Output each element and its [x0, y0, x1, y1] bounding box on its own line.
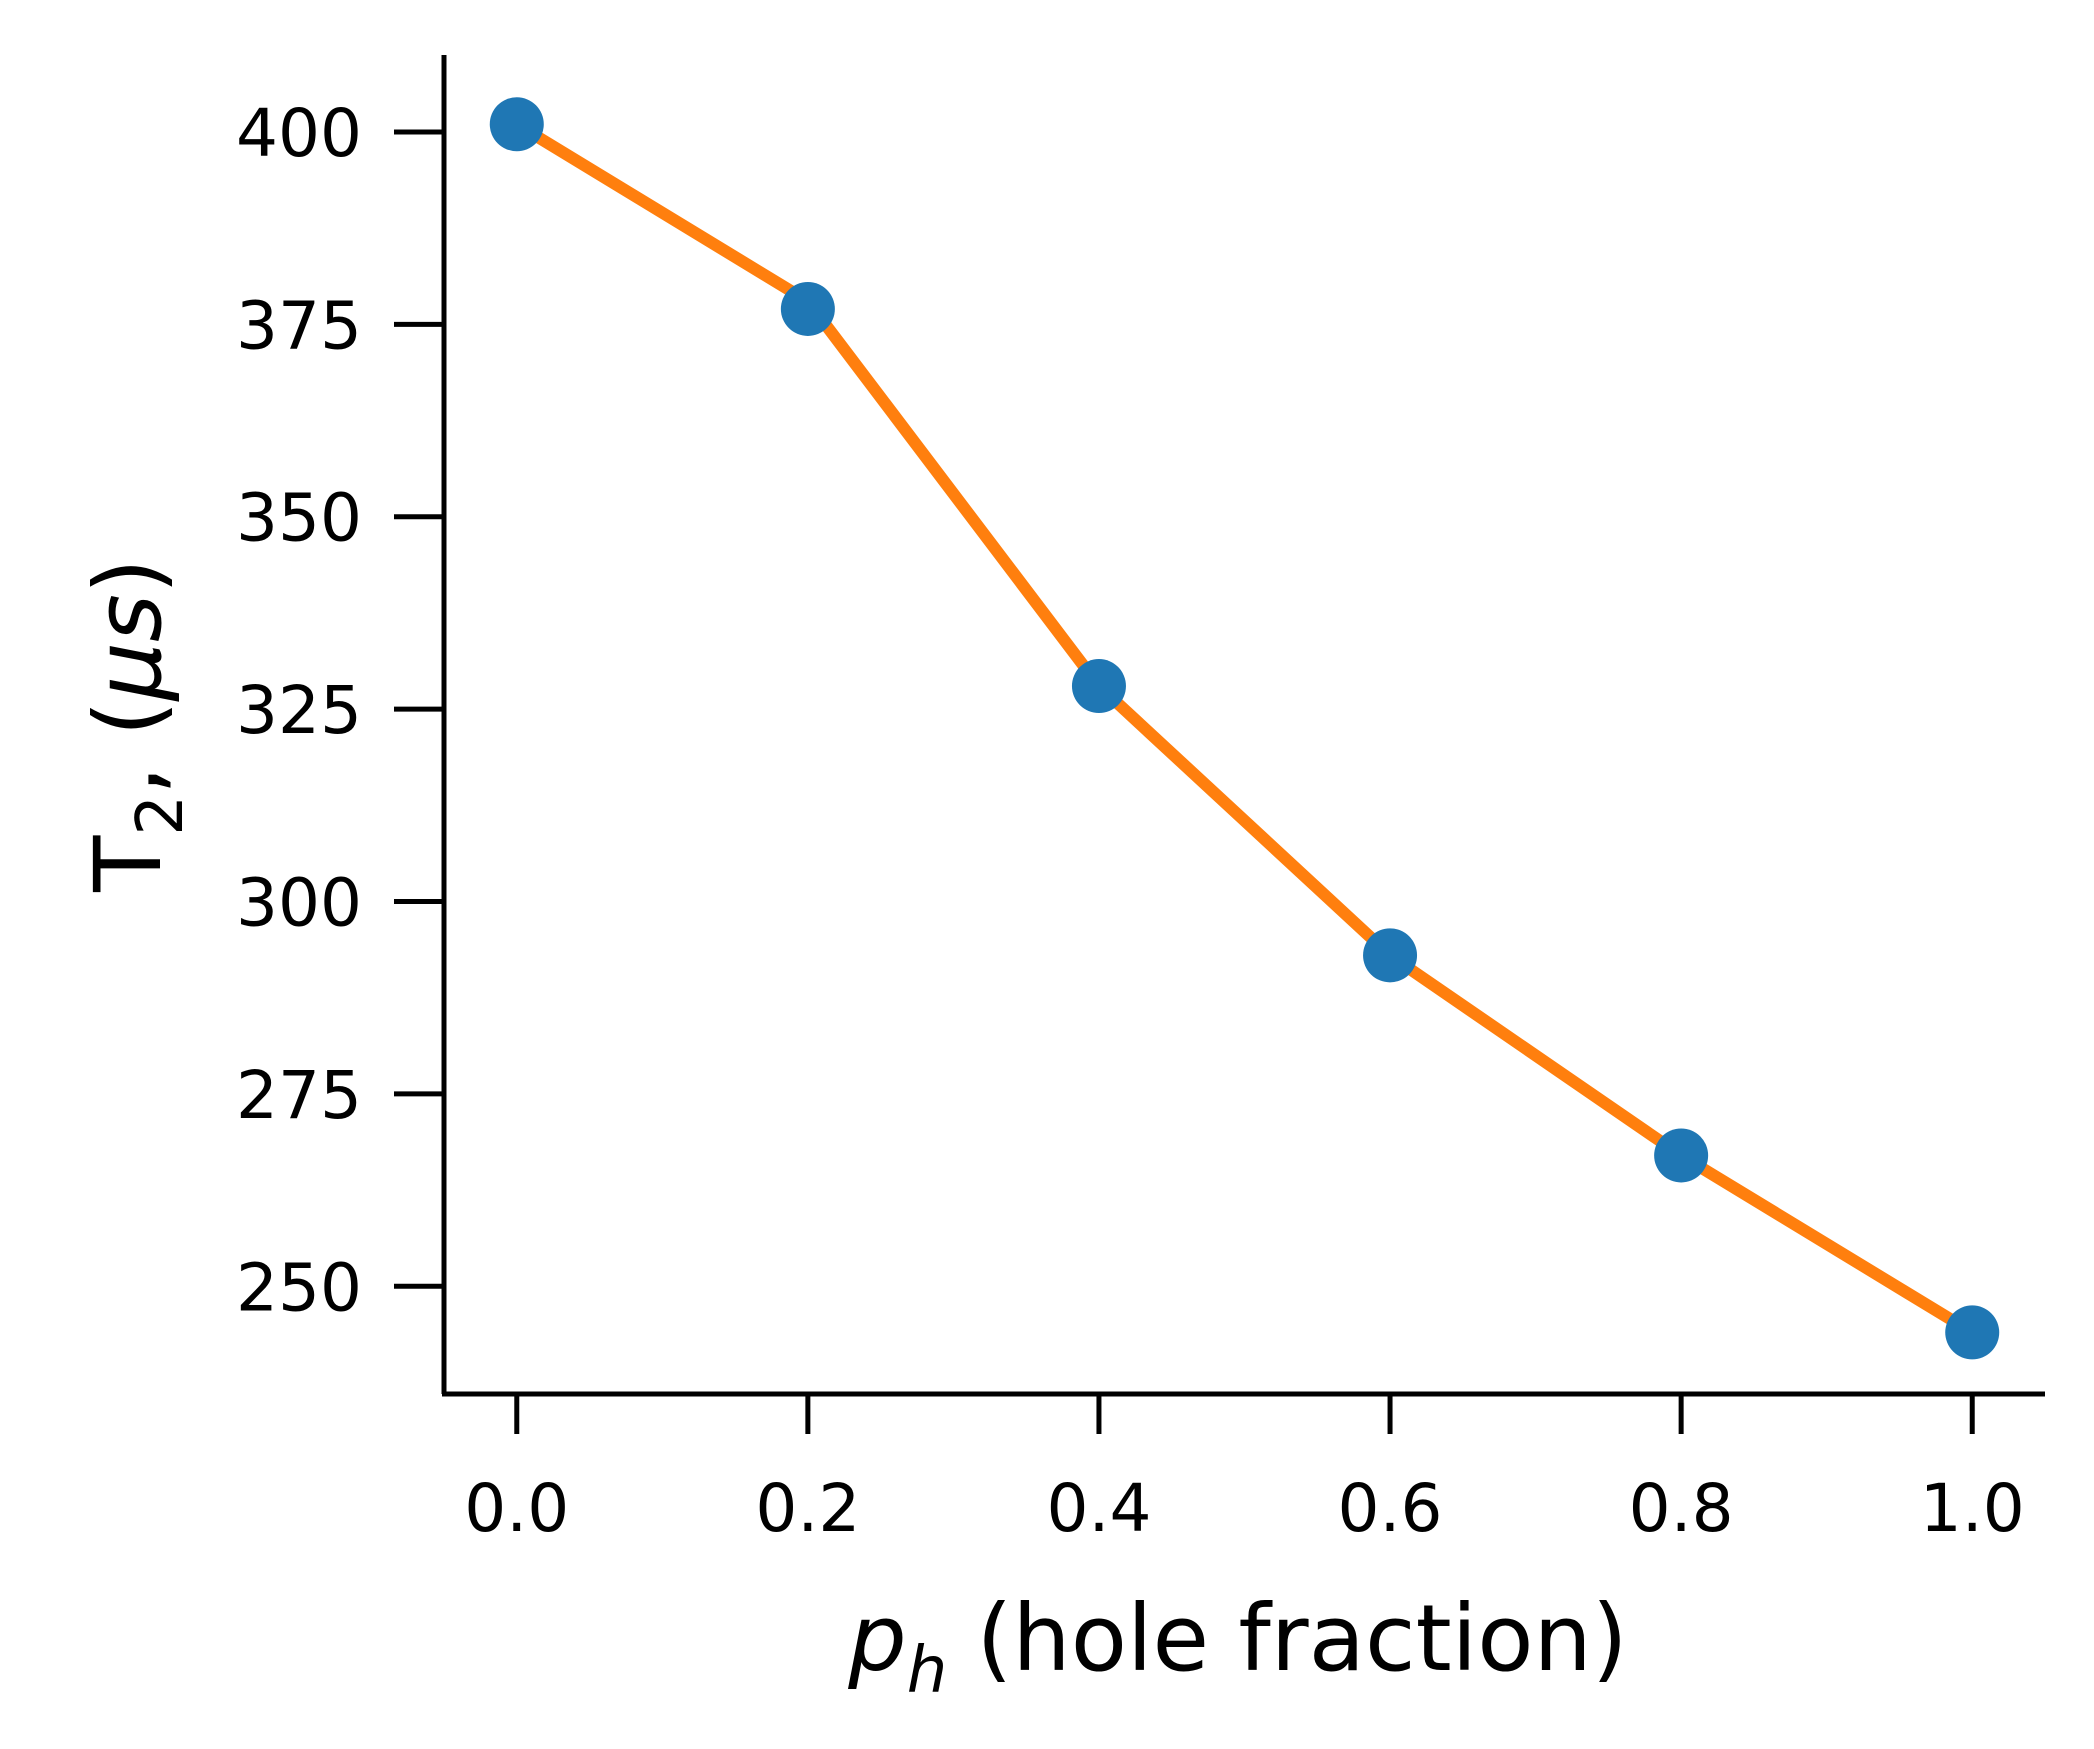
- x-tick-label-1: 0.2: [755, 1470, 860, 1547]
- fit-line-series: [508, 116, 1981, 1341]
- data-point-1: [780, 281, 835, 336]
- data-point-0: [489, 97, 544, 152]
- y-axis-label-close: ): [75, 558, 182, 594]
- y-tick-label-0: 250: [236, 1249, 362, 1326]
- x-tick-label-3: 0.6: [1338, 1470, 1443, 1547]
- y-tick-label-6: 400: [236, 95, 362, 172]
- y-axis-label-main: T: [75, 835, 182, 893]
- x-tick-label-2: 0.4: [1046, 1470, 1151, 1547]
- data-point-5: [1945, 1305, 2000, 1360]
- y-axis-label-sub: 2: [124, 795, 198, 836]
- ticks: 0.0 0.2 0.4 0.6 0.8 1.0 250 275 300 325 350 375 400: [236, 95, 2025, 1547]
- data-point-3: [1363, 928, 1418, 983]
- y-tick-label-5: 375: [236, 287, 362, 364]
- axes: [441, 55, 2045, 1397]
- x-tick-label-5: 1.0: [1920, 1470, 2025, 1547]
- x-axis-label-rest: (hole fraction): [947, 1585, 1627, 1692]
- x-tick-label-0: 0.0: [464, 1470, 569, 1547]
- data-point-2: [1071, 659, 1126, 714]
- y-axis-label-rest: , (: [75, 701, 182, 795]
- data-points-series: [489, 97, 2000, 1360]
- y-axis-label: T2, (μs): [75, 558, 198, 893]
- y-tick-label-3: 325: [236, 672, 362, 749]
- x-tick-label-4: 0.8: [1629, 1470, 1734, 1547]
- x-axis-label-var: p: [847, 1585, 906, 1692]
- y-tick-label-2: 300: [236, 864, 362, 941]
- y-tick-label-1: 275: [236, 1057, 362, 1134]
- data-point-4: [1654, 1128, 1709, 1183]
- y-tick-label-4: 350: [236, 480, 362, 557]
- y-axis-label-unit: μs: [75, 594, 182, 702]
- x-axis-label-sub: h: [907, 1634, 948, 1708]
- fit-line: [508, 116, 1981, 1341]
- x-axis-label: ph (hole fraction): [847, 1585, 1627, 1708]
